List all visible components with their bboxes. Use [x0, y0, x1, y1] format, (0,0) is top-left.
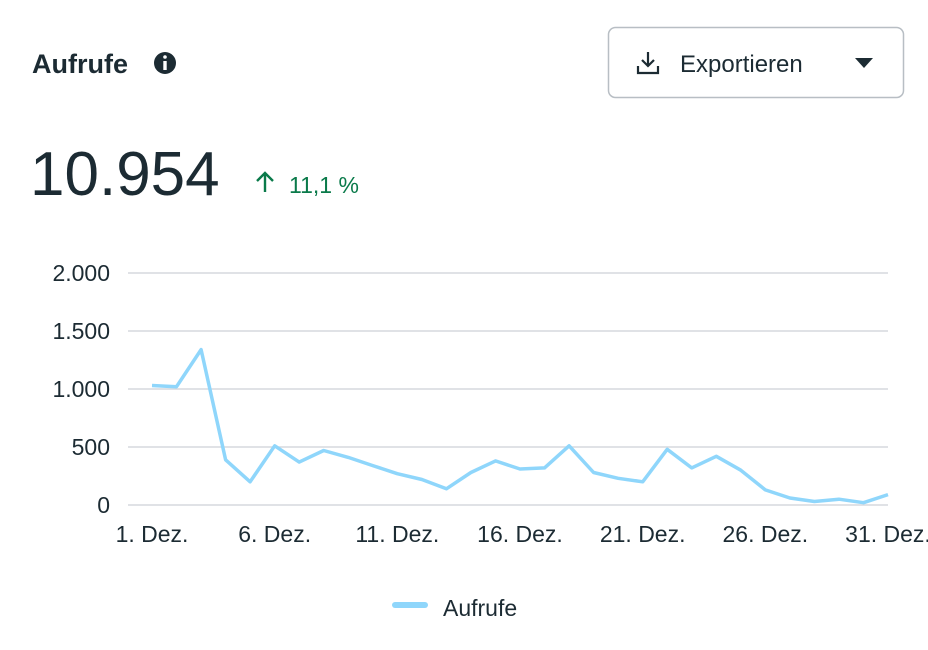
x-tick-label: 26. Dez.: [723, 521, 809, 547]
up-arrow: [256, 171, 274, 192]
y-tick-label: 500: [72, 434, 110, 460]
x-tick-label: 16. Dez.: [477, 521, 563, 547]
change-value: 11,1 %: [289, 172, 359, 198]
x-tick-label: 11. Dez.: [355, 521, 439, 547]
y-tick-label: 2.000: [52, 260, 110, 286]
x-tick-label: 21. Dez.: [600, 521, 686, 547]
button-label: Exportieren: [680, 51, 803, 78]
export-button[interactable]: Exportieren: [607, 26, 905, 99]
x-tick-label: 1. Dez.: [116, 521, 189, 547]
y-tick-label: 0: [97, 492, 110, 518]
y-tick-label: 1.000: [52, 376, 110, 402]
legend-label: Aufrufe: [443, 595, 517, 621]
x-tick-label: 31. Dez.: [845, 521, 928, 547]
y-tick-label: 1.500: [52, 318, 110, 344]
card-title: Aufrufe: [32, 49, 128, 79]
total-value: 10.954: [30, 140, 220, 209]
x-tick-label: 6. Dez.: [238, 521, 311, 547]
info-icon[interactable]: [154, 52, 176, 74]
data-line: [151, 347, 889, 505]
